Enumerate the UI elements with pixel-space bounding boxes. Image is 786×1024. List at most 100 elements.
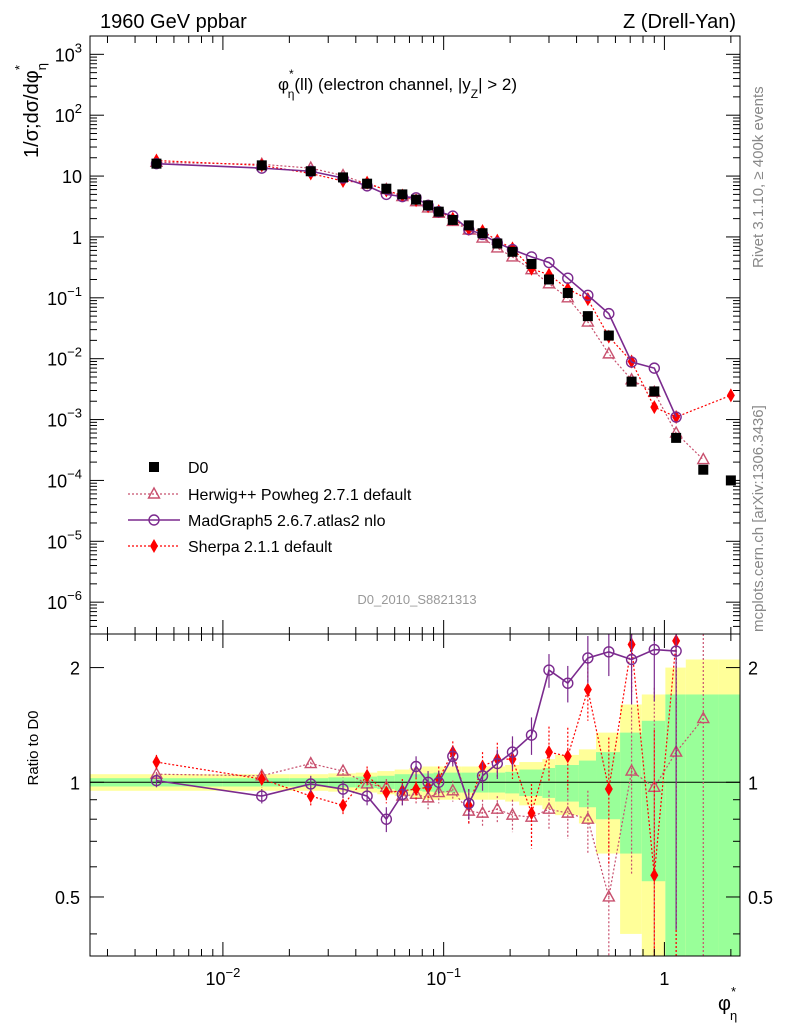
ratio-plot-frame bbox=[89, 633, 741, 957]
band-stat-23 bbox=[685, 694, 719, 956]
legend-label-herwig: Herwig++ Powheg 2.7.1 default bbox=[188, 487, 412, 504]
point-d0 bbox=[562, 287, 573, 298]
point-d0 bbox=[433, 206, 444, 217]
band-stat-24 bbox=[718, 694, 740, 956]
ratio-point-sherpa bbox=[306, 789, 315, 804]
ratio-tick-label-right-1: 1 bbox=[748, 773, 758, 793]
x-tick-label-1: 10−1 bbox=[426, 965, 461, 989]
main-plot-series bbox=[149, 153, 736, 486]
ratio-point-madgraph5 bbox=[648, 643, 661, 656]
point-madgraph5 bbox=[543, 256, 555, 269]
point-d0 bbox=[362, 178, 373, 189]
point-sherpa bbox=[583, 292, 592, 307]
ratio-point-sherpa bbox=[363, 768, 372, 783]
ratio-point-herwig bbox=[561, 805, 575, 818]
point-madgraph5 bbox=[648, 362, 661, 374]
point-d0 bbox=[492, 238, 503, 249]
ratio-tick-label-right-2: 2 bbox=[748, 659, 758, 679]
ratio-point-madgraph5 bbox=[506, 746, 519, 758]
ratio-point-herwig bbox=[446, 783, 460, 796]
point-madgraph5 bbox=[582, 289, 594, 301]
legend-label-sherpa: Sherpa 2.1.1 default bbox=[188, 539, 333, 556]
point-d0 bbox=[543, 274, 554, 285]
x-label-sup: * bbox=[731, 984, 736, 999]
band-stat-16 bbox=[542, 768, 556, 798]
point-d0 bbox=[397, 189, 408, 200]
point-sherpa bbox=[650, 400, 659, 415]
point-madgraph5 bbox=[670, 411, 682, 423]
title-sub2: Z bbox=[471, 87, 478, 101]
line-sherpa bbox=[156, 159, 732, 418]
ratio-point-herwig bbox=[505, 807, 520, 820]
ratio-point-sherpa bbox=[583, 682, 592, 697]
ratio-point-herwig bbox=[432, 785, 446, 798]
ratio-point-sherpa bbox=[527, 806, 536, 821]
point-madgraph5 bbox=[625, 356, 638, 368]
ratio-point-sherpa bbox=[152, 755, 161, 770]
point-d0 bbox=[338, 172, 349, 183]
point-d0 bbox=[626, 376, 637, 387]
x-axis-label: φ* η bbox=[718, 984, 737, 1023]
y-tick-label-8: 10−5 bbox=[47, 527, 82, 552]
ratio-point-madgraph5 bbox=[337, 783, 349, 795]
point-herwig bbox=[696, 452, 710, 465]
ratio-point-madgraph5 bbox=[396, 788, 409, 800]
y-tick-label-3: 1 bbox=[72, 228, 82, 248]
side-text-bottom: mcplots.cern.ch [arXiv:1306.3436] bbox=[750, 405, 767, 632]
legend-marker-herwig bbox=[147, 486, 161, 499]
band-stat-21 bbox=[641, 720, 666, 882]
point-d0 bbox=[411, 194, 422, 205]
point-d0 bbox=[423, 200, 434, 211]
y-tick-label-9: 10−6 bbox=[47, 588, 82, 613]
legend-marker-sherpa bbox=[150, 539, 158, 553]
ratio-tick-label-left-0: 0.5 bbox=[55, 888, 80, 908]
point-d0 bbox=[649, 386, 660, 397]
point-d0 bbox=[582, 311, 593, 322]
ratio-point-sherpa bbox=[382, 785, 391, 800]
ratio-point-madgraph5 bbox=[543, 664, 555, 676]
ratio-point-sherpa bbox=[412, 782, 421, 797]
ratio-point-herwig bbox=[581, 811, 595, 824]
x-tick-label-0: 10−2 bbox=[205, 965, 240, 989]
legend-label-madgraph5: MadGraph5 2.6.7.atlas2 nlo bbox=[188, 513, 386, 530]
ratio-point-herwig bbox=[602, 889, 616, 902]
point-d0 bbox=[151, 158, 162, 169]
y-label-sub: η bbox=[34, 63, 49, 70]
ratio-tick-label-right-0: 0.5 bbox=[748, 888, 773, 908]
y-tick-label-7: 10−4 bbox=[47, 466, 82, 491]
ratio-tick-label-left-1: 1 bbox=[70, 773, 80, 793]
ratio-point-herwig bbox=[490, 801, 504, 814]
ratio-point-madgraph5 bbox=[361, 790, 373, 802]
y-label-main: 1/σ;dσ/dφ bbox=[21, 70, 43, 158]
ratio-point-madgraph5 bbox=[582, 652, 594, 664]
ratio-point-madgraph5 bbox=[463, 797, 475, 810]
ratio-point-sherpa bbox=[563, 749, 572, 764]
ratio-point-madgraph5 bbox=[410, 760, 422, 773]
point-sherpa bbox=[726, 388, 735, 403]
side-text-top: Rivet 3.1.10, ≥ 400k events bbox=[750, 86, 767, 268]
point-d0 bbox=[526, 258, 537, 269]
header-left: 1960 GeV ppbar bbox=[100, 11, 247, 33]
point-d0 bbox=[256, 160, 267, 171]
legend-label-d0: D0 bbox=[188, 460, 209, 477]
ratio-point-madgraph5 bbox=[670, 645, 682, 657]
legend: D0 Herwig++ Powheg 2.7.1 default MadGraph5… bbox=[128, 460, 412, 556]
point-d0 bbox=[477, 228, 488, 239]
point-d0 bbox=[463, 220, 474, 231]
ratio-point-madgraph5 bbox=[491, 757, 504, 770]
ratio-point-madgraph5 bbox=[447, 750, 459, 763]
x-tick-label-2: 1 bbox=[659, 969, 669, 989]
ratio-tick-label-left-2: 2 bbox=[70, 659, 80, 679]
ratio-point-madgraph5 bbox=[380, 813, 393, 825]
header-right: Z (Drell-Yan) bbox=[623, 11, 736, 33]
band-stat-18 bbox=[578, 760, 597, 808]
ratio-point-herwig bbox=[696, 711, 710, 724]
point-madgraph5 bbox=[603, 307, 615, 320]
title-end: | > 2) bbox=[478, 75, 517, 94]
x-label-sub: η bbox=[730, 1008, 737, 1023]
y-tick-label-2: 10 bbox=[62, 167, 82, 187]
y-tick-label-5: 10−2 bbox=[47, 345, 82, 370]
point-d0 bbox=[603, 330, 614, 341]
x-label-main: φ bbox=[718, 993, 731, 1015]
band-stat-17 bbox=[555, 765, 579, 802]
